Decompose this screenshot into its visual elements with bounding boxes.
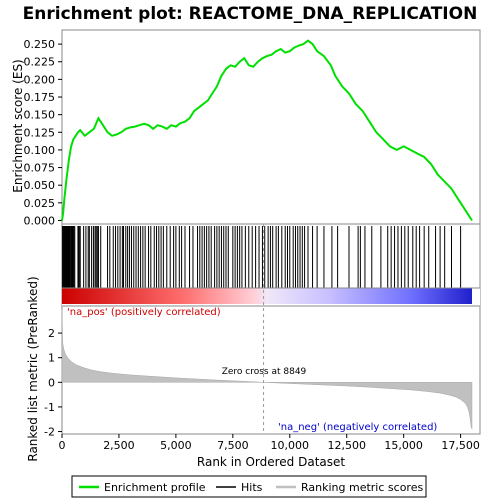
es-y-tick-label: 0.100: [24, 144, 56, 157]
ranking-y-tick-label: 1: [48, 352, 55, 365]
ranking-y-tick-label: 0: [48, 376, 55, 389]
x-axis: 0 2,500 5,000 7,500 10,000 12,500 15,000 17,500: [59, 434, 480, 452]
x-tick-label: 15,000: [384, 439, 423, 452]
es-y-axis-label: Enrichment score (ES): [11, 59, 25, 192]
ranking-y-tick-label: -1: [44, 401, 55, 414]
x-tick-label: 2,500: [103, 439, 135, 452]
es-y-tick-label: 0.175: [24, 91, 56, 104]
ranking-metric-area: [61, 309, 473, 430]
hits-marks: [61, 226, 462, 288]
x-tick-label: 17,500: [441, 439, 480, 452]
positive-correlation-label: 'na_pos' (positively correlated): [67, 307, 221, 318]
x-tick-label: 12,500: [327, 439, 366, 452]
x-tick-label: 10,000: [271, 439, 310, 452]
legend-hits-label: Hits: [241, 481, 263, 494]
zero-cross-label: Zero cross at 8849: [222, 367, 307, 377]
enrichment-panel: [61, 29, 481, 225]
legend-enrichment-label: Enrichment profile: [104, 481, 206, 494]
es-y-tick-label: 0.150: [24, 109, 56, 122]
ranking-y-axis-label: Ranked list metric (PreRanked): [26, 276, 40, 461]
negative-correlation-label: 'na_neg' (negatively correlated): [278, 422, 437, 433]
es-y-axis: 0.000 0.025 0.050 0.075 0.100 0.125 0.150 0.175…: [24, 38, 62, 227]
enrichment-profile-line: [61, 39, 473, 222]
es-y-tick-label: 0.000: [24, 214, 56, 227]
x-tick-label: 5,000: [160, 439, 192, 452]
ranking-y-tick-label: -2: [44, 426, 55, 439]
es-y-tick-label: 0.125: [24, 126, 56, 139]
x-tick-label: 7,500: [217, 439, 249, 452]
x-tick-label: 0: [59, 439, 66, 452]
es-y-tick-label: 0.200: [24, 73, 56, 86]
es-y-tick-label: 0.225: [24, 56, 56, 69]
es-y-tick-label: 0.025: [24, 197, 56, 210]
x-axis-label: Rank in Ordered Dataset: [197, 455, 345, 469]
ranking-y-tick-label: 2: [48, 327, 55, 340]
ranking-panel: [61, 305, 481, 435]
rank-color-strip: [62, 288, 472, 304]
legend-box: [71, 475, 427, 498]
ranking-y-axis: -2 -1 0 1 2: [44, 327, 62, 439]
legend: Enrichment profile Hits Ranking metric s…: [71, 475, 427, 498]
es-y-tick-label: 0.075: [24, 162, 56, 175]
legend-ranking-label: Ranking metric scores: [301, 481, 423, 494]
es-y-tick-label: 0.250: [24, 38, 56, 51]
chart-title: Enrichment plot: REACTOME_DNA_REPLICATIO…: [23, 4, 478, 24]
es-y-tick-label: 0.050: [24, 179, 56, 192]
